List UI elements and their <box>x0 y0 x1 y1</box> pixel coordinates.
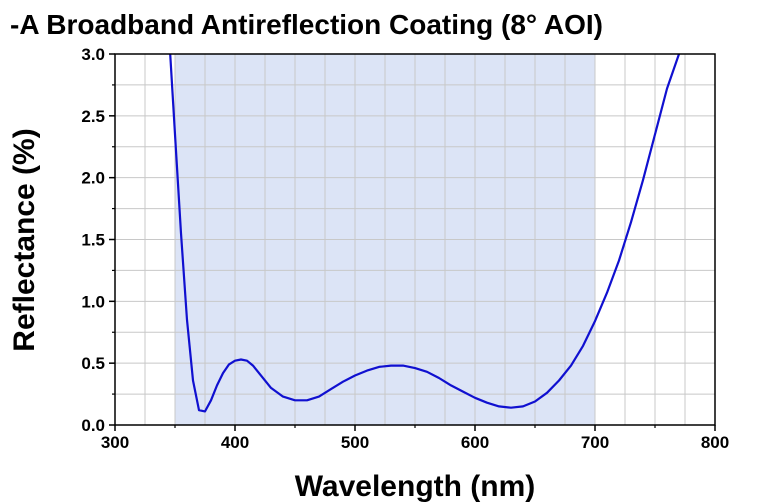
chart-title: -A Broadband Antireflection Coating (8° … <box>10 9 603 40</box>
x-tick-label: 600 <box>461 433 489 452</box>
x-tick-label: 700 <box>581 433 609 452</box>
x-tick-label: 800 <box>701 433 729 452</box>
y-tick-label: 3.0 <box>81 45 105 64</box>
x-tick-label: 300 <box>101 433 129 452</box>
y-tick-label: 1.0 <box>81 292 105 311</box>
y-tick-label: 0.0 <box>81 416 105 435</box>
y-tick-label: 2.5 <box>81 107 105 126</box>
y-tick-label: 2.0 <box>81 169 105 188</box>
series-layer <box>169 53 681 413</box>
x-axis-label: Wavelength (nm) <box>295 470 536 503</box>
x-tick-label: 500 <box>341 433 369 452</box>
grid-layer <box>115 54 715 425</box>
series-line-0 <box>169 53 681 413</box>
y-tick-label: 0.5 <box>81 354 105 373</box>
x-tick-label: 400 <box>221 433 249 452</box>
y-axis-label: Reflectance (%) <box>8 128 41 351</box>
y-tick-label: 1.5 <box>81 231 105 250</box>
tick-layer: 300 400 500 600 700 800 0.0 0.5 1.0 1.5 2.0 2.5 3.0 <box>81 45 729 452</box>
